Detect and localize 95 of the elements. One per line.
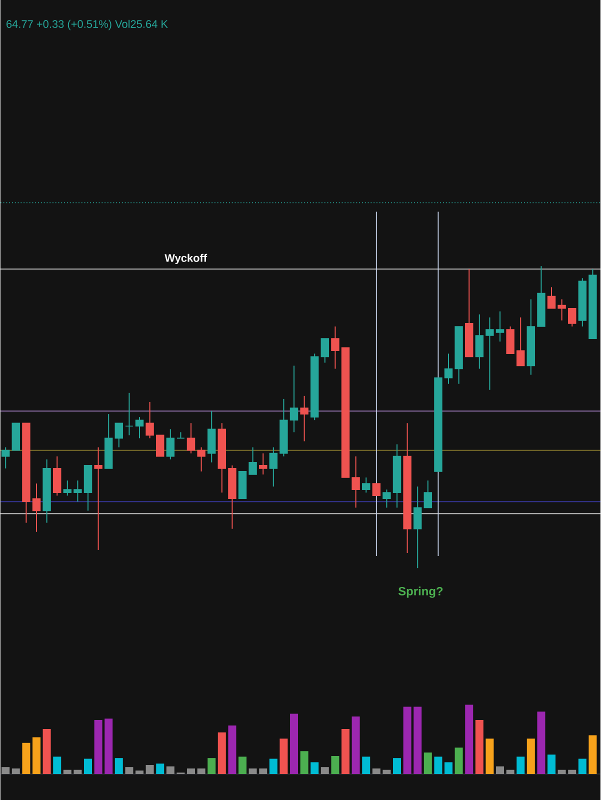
bar xyxy=(434,756,442,774)
bar xyxy=(342,728,350,774)
bar xyxy=(166,766,174,774)
text: Spring? xyxy=(398,586,443,598)
bar xyxy=(496,766,504,774)
candlestick xyxy=(444,353,453,384)
bar xyxy=(63,770,72,774)
bar xyxy=(248,768,257,774)
bar xyxy=(12,768,20,774)
candlestick xyxy=(558,298,566,321)
bar xyxy=(84,758,92,774)
bar xyxy=(42,728,51,774)
candlestick xyxy=(94,446,102,550)
bar xyxy=(218,732,226,774)
bar xyxy=(280,738,288,774)
bar xyxy=(486,738,494,774)
bar xyxy=(114,758,123,774)
candlestick xyxy=(259,452,268,475)
bar xyxy=(393,758,402,774)
bar xyxy=(146,764,154,774)
candlestick xyxy=(424,480,432,508)
bar xyxy=(259,768,268,774)
candlestick xyxy=(125,392,134,436)
candlestick xyxy=(269,446,278,488)
bar xyxy=(424,752,432,774)
candlestick xyxy=(362,476,370,494)
candlestick xyxy=(300,395,308,442)
bar xyxy=(269,758,278,774)
candlestick xyxy=(496,310,504,342)
bar xyxy=(516,756,525,774)
bar xyxy=(352,716,360,774)
bar xyxy=(208,758,216,774)
candlestick xyxy=(176,432,185,439)
bar xyxy=(136,770,144,774)
bar xyxy=(454,748,463,774)
candlestick xyxy=(2,446,10,469)
candlestick xyxy=(166,428,175,460)
bar xyxy=(32,737,41,774)
bar xyxy=(22,742,30,774)
bar xyxy=(104,718,113,774)
candlestick xyxy=(135,416,144,439)
bar xyxy=(331,756,340,774)
candlestick xyxy=(197,446,206,472)
chart-title: 64.77 +0.33 (+0.51%) Vol25.64 K xyxy=(6,20,168,30)
bar xyxy=(558,770,566,774)
candlestick xyxy=(414,486,422,569)
candlestick xyxy=(32,483,41,532)
bar xyxy=(526,738,535,774)
bar xyxy=(444,762,453,774)
candlestick xyxy=(320,338,330,364)
candlestick xyxy=(382,489,391,508)
candlestick xyxy=(186,422,196,454)
bar xyxy=(187,768,196,774)
bar xyxy=(414,706,422,774)
candlestick xyxy=(568,308,576,327)
bar xyxy=(290,714,298,774)
candlestick xyxy=(248,446,257,475)
bar xyxy=(197,768,206,774)
bar xyxy=(310,762,319,774)
bar xyxy=(156,764,164,774)
candlestick xyxy=(146,401,154,439)
bar xyxy=(568,770,576,774)
candlestick xyxy=(372,483,381,496)
candlestick xyxy=(516,316,525,366)
bar xyxy=(74,770,82,774)
bar xyxy=(548,754,556,774)
bar xyxy=(382,770,391,774)
candlestick xyxy=(156,434,164,457)
bar xyxy=(300,751,308,774)
bar xyxy=(2,767,10,774)
bar xyxy=(403,706,412,774)
bar xyxy=(506,770,514,774)
bar xyxy=(238,756,247,774)
bar xyxy=(578,758,586,774)
candlestick xyxy=(331,326,340,370)
ref-line-label: Wyckoff xyxy=(164,254,208,264)
candlestick xyxy=(352,456,360,508)
bar xyxy=(53,756,62,774)
bar xyxy=(588,735,597,774)
bar xyxy=(372,768,380,774)
bar xyxy=(475,720,484,774)
bar xyxy=(228,725,236,774)
candlestick xyxy=(63,480,72,496)
bar xyxy=(125,767,134,774)
candlestick xyxy=(290,365,298,433)
bar xyxy=(362,756,370,774)
bar xyxy=(465,704,474,774)
bar xyxy=(94,720,102,774)
candlestick xyxy=(74,480,82,502)
candlestick xyxy=(486,316,494,390)
candlestick xyxy=(475,314,484,370)
candlestick xyxy=(547,286,556,309)
candlestick xyxy=(114,422,124,448)
bar xyxy=(537,712,546,774)
bar xyxy=(320,767,329,774)
